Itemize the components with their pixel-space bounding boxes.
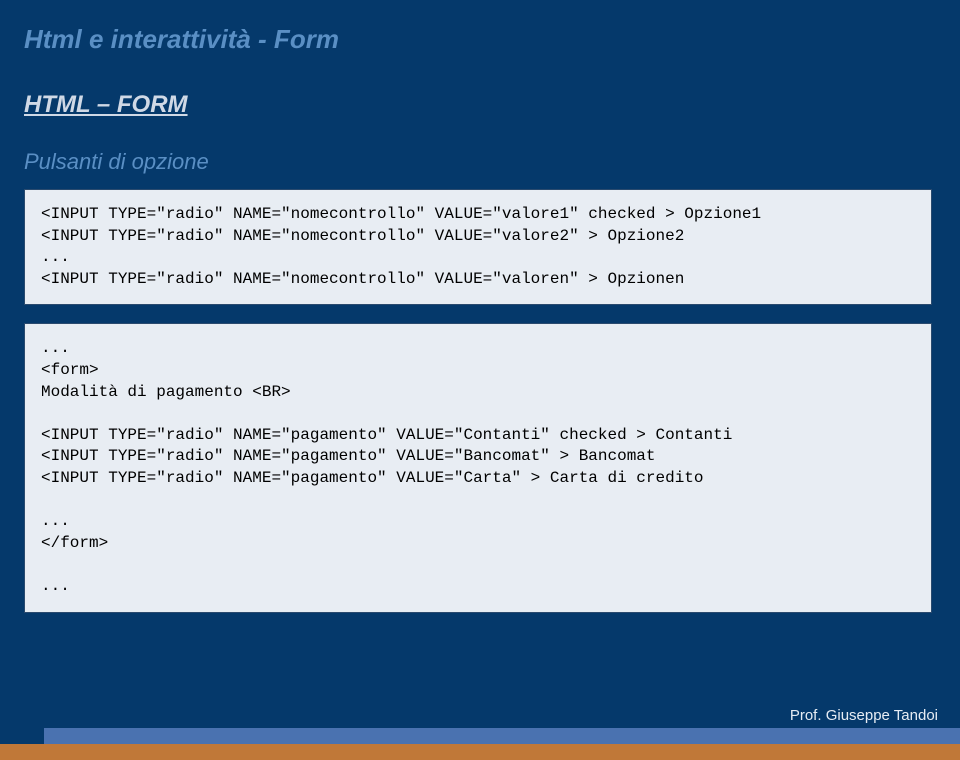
- footer-bar-blue: [44, 728, 960, 744]
- code-box-example: ... <form> Modalità di pagamento <BR> <I…: [24, 323, 932, 612]
- footer-bars: [0, 728, 960, 760]
- code-box-syntax: <INPUT TYPE="radio" NAME="nomecontrollo"…: [24, 189, 932, 305]
- page-title: Html e interattività - Form: [0, 0, 960, 55]
- section-title: HTML – FORM: [0, 55, 960, 119]
- author-label: Prof. Giuseppe Tandoi: [790, 707, 938, 724]
- subtitle: Pulsanti di opzione: [0, 119, 960, 189]
- footer-bar-orange: [0, 744, 960, 760]
